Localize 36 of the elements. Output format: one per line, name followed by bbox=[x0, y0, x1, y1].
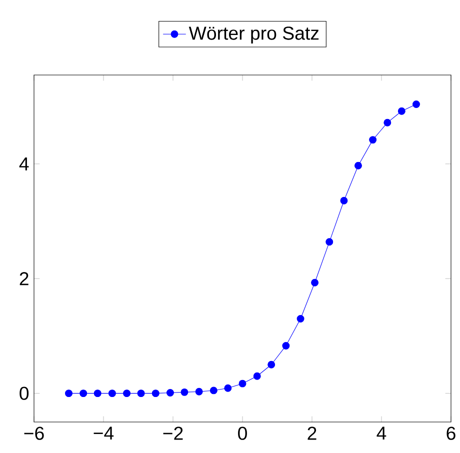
point bbox=[94, 390, 102, 398]
x-tick-label: 2 bbox=[308, 426, 316, 440]
point bbox=[195, 388, 203, 396]
point bbox=[354, 162, 362, 170]
point bbox=[253, 372, 261, 380]
point bbox=[268, 360, 276, 368]
point bbox=[80, 390, 88, 398]
y-tick-label: 2 bbox=[20, 272, 28, 286]
point bbox=[65, 390, 72, 398]
legend-label: Wörter pro Satz bbox=[188, 26, 319, 44]
point bbox=[326, 238, 334, 246]
point bbox=[340, 196, 348, 204]
point bbox=[238, 380, 246, 388]
y-tick-label: 4 bbox=[19, 157, 29, 170]
point bbox=[384, 118, 392, 126]
point bbox=[166, 389, 174, 396]
x-tick-label: 0 bbox=[238, 426, 247, 440]
x-tick-label: −6 bbox=[24, 426, 44, 440]
point bbox=[180, 388, 188, 396]
point bbox=[282, 342, 290, 350]
point bbox=[123, 390, 131, 398]
point bbox=[137, 390, 145, 398]
point bbox=[311, 278, 319, 286]
point bbox=[398, 107, 406, 115]
point bbox=[152, 390, 160, 398]
x-tick-label: −2 bbox=[163, 426, 183, 440]
y-tick-label: 0 bbox=[20, 386, 29, 400]
point bbox=[296, 315, 304, 322]
point bbox=[412, 100, 420, 108]
x-tick-label: 6 bbox=[446, 426, 456, 440]
x-tick-label: −4 bbox=[94, 426, 114, 440]
point bbox=[210, 386, 218, 394]
point bbox=[369, 136, 377, 144]
x-tick-label: 4 bbox=[376, 426, 386, 440]
point bbox=[108, 390, 116, 398]
point bbox=[224, 384, 232, 392]
